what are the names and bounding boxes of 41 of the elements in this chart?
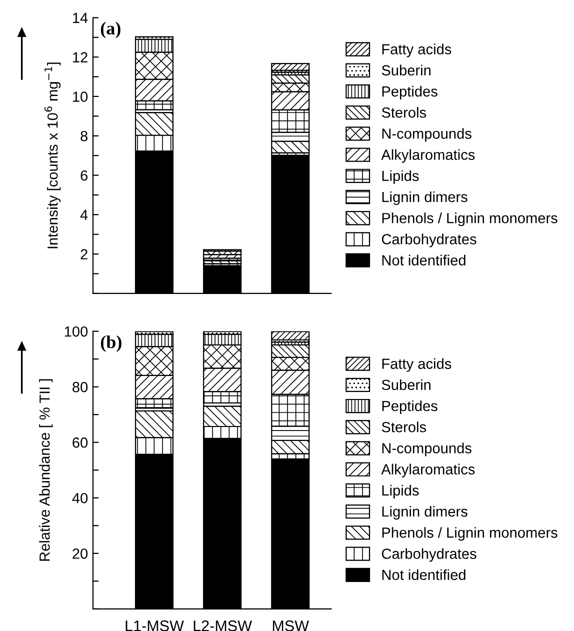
y-tick-label: 8 [80, 130, 88, 142]
legend-label: Carbohydrates [382, 234, 476, 248]
y-tick-label: 60 [72, 437, 88, 448]
chart-title: (b) [100, 335, 122, 352]
x-tick-label: L1-MSW [126, 620, 184, 631]
legend-label: Phenols / Lignin monomers [382, 212, 558, 226]
y-tick-label: 100 [64, 326, 88, 337]
legend-label: Alkylaromatics [381, 464, 475, 478]
legend-label: Not identified [382, 569, 466, 580]
legend-label: Fatty acids [382, 44, 452, 58]
y-tick-label: 80 [72, 382, 88, 392]
text: Fatty acids [382, 358, 452, 372]
text: Sterols [382, 422, 426, 432]
legend-label: Lignin dimers [382, 191, 468, 206]
y-tick-label: 12 [73, 52, 88, 62]
y-tick-label: 40 [72, 492, 88, 504]
chart-title: (a) [100, 22, 120, 38]
y-tick-label: 10 [73, 92, 88, 102]
legend-label: Phenols / Lignin monomers [382, 527, 558, 541]
text: N-compounds [382, 442, 472, 456]
legend-label: Lipids [382, 170, 419, 184]
y-tick-label: 4 [80, 210, 88, 220]
legend-label: Not identified [382, 254, 466, 266]
y-tick-label: 14 [73, 12, 88, 23]
legend-label: Lipids [382, 484, 419, 498]
legend-label: Peptides [382, 86, 438, 100]
legend-label: Sterols [382, 107, 426, 118]
legend-label: Suberin [382, 64, 430, 76]
text: Peptides [382, 400, 438, 414]
text: Suberin [382, 379, 430, 390]
y-tick-label: 6 [80, 170, 88, 181]
legend-label: Carbohydrates [382, 548, 476, 562]
legend-label: N-compounds [382, 128, 472, 142]
y-tick-label: 2 [80, 249, 88, 260]
y-tick-label: 20 [72, 548, 88, 559]
legend-label: Lignin dimers [382, 506, 468, 520]
y-axis-title: Relative Abundance [ % TII ] [39, 379, 53, 561]
x-tick-label: L2-MSW [194, 620, 252, 631]
y-axis-title: Intensity [counts x 10$^{6}$ mg$^{−1}$] [44, 62, 61, 248]
legend-label: Alkylaromatics [381, 149, 475, 163]
x-tick-label: MSW [272, 620, 309, 631]
